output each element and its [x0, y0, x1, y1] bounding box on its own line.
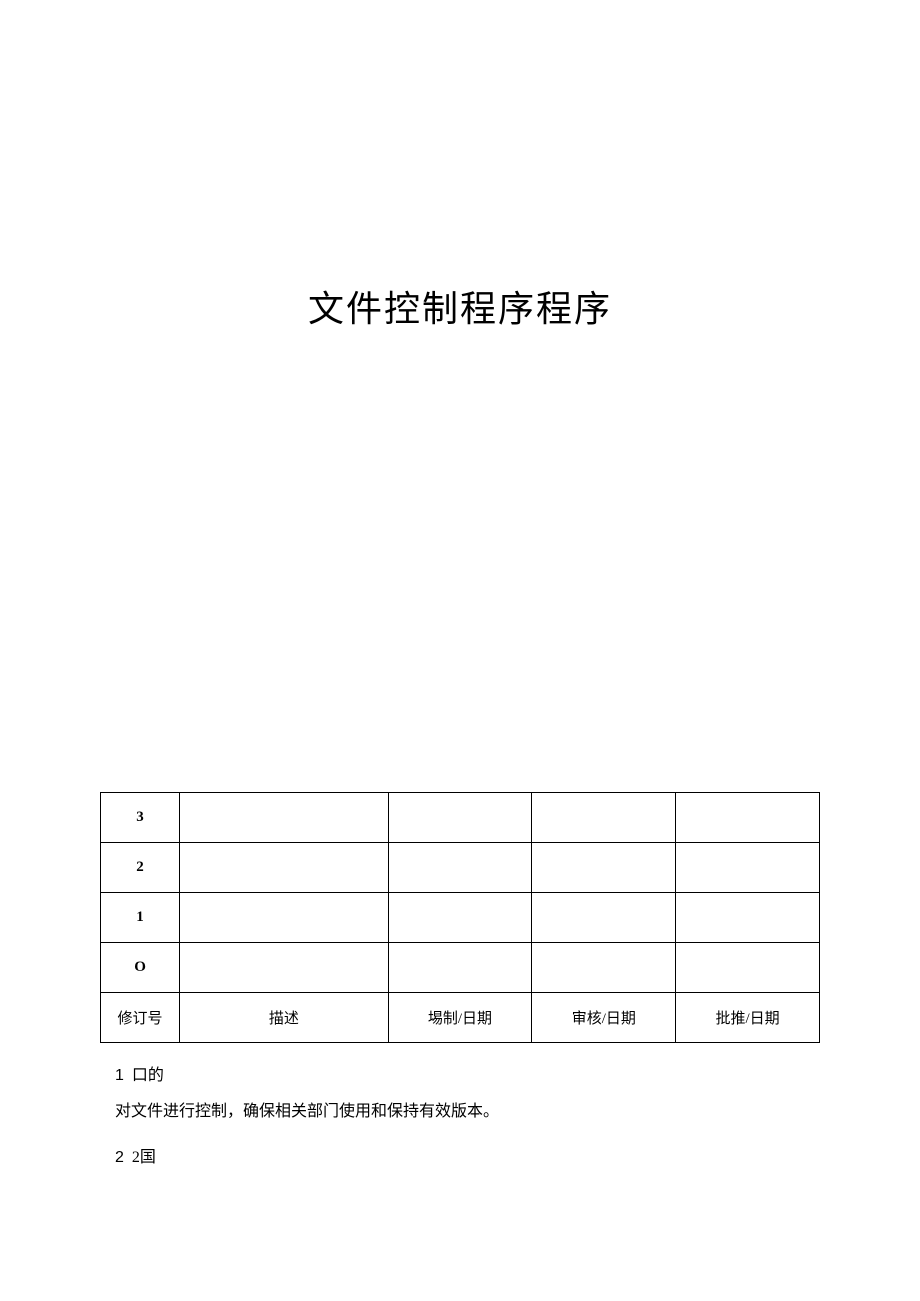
- rev-cell: O: [101, 943, 180, 993]
- header-rev: 修订号: [101, 993, 180, 1043]
- review-cell: [532, 843, 676, 893]
- prep-cell: [388, 843, 532, 893]
- approve-cell: [676, 843, 820, 893]
- section-2-num: 2: [115, 1149, 124, 1166]
- section-1-heading: 1 口的: [115, 1061, 820, 1085]
- approve-cell: [676, 893, 820, 943]
- section-1-num: 1: [115, 1067, 124, 1084]
- document-page: 文件控制程序程序 3 2 1 O: [0, 0, 920, 1301]
- section-2-title: 2国: [132, 1149, 156, 1166]
- desc-cell: [180, 843, 389, 893]
- rev-cell: 1: [101, 893, 180, 943]
- table-row: 2: [101, 843, 820, 893]
- prep-cell: [388, 943, 532, 993]
- review-cell: [532, 893, 676, 943]
- table-row: 3: [101, 793, 820, 843]
- prep-cell: [388, 893, 532, 943]
- review-cell: [532, 793, 676, 843]
- revision-table: 3 2 1 O 修订号 描述: [100, 792, 820, 1043]
- rev-cell: 3: [101, 793, 180, 843]
- rev-cell: 2: [101, 843, 180, 893]
- desc-cell: [180, 793, 389, 843]
- approve-cell: [676, 943, 820, 993]
- desc-cell: [180, 893, 389, 943]
- section-1-body: 对文件进行控制，确保相关部门使用和保持有效版本。: [115, 1099, 820, 1125]
- section-1-title: 口的: [132, 1067, 164, 1084]
- table-row: O: [101, 943, 820, 993]
- document-title: 文件控制程序程序: [100, 280, 820, 332]
- section-2-heading: 2 2国: [115, 1143, 820, 1167]
- approve-cell: [676, 793, 820, 843]
- prep-cell: [388, 793, 532, 843]
- header-review: 审核/日期: [532, 993, 676, 1043]
- review-cell: [532, 943, 676, 993]
- table-row: 1: [101, 893, 820, 943]
- header-desc: 描述: [180, 993, 389, 1043]
- header-prep: 埸制/日期: [388, 993, 532, 1043]
- table-header-row: 修订号 描述 埸制/日期 审核/日期 批推/日期: [101, 993, 820, 1043]
- desc-cell: [180, 943, 389, 993]
- header-approve: 批推/日期: [676, 993, 820, 1043]
